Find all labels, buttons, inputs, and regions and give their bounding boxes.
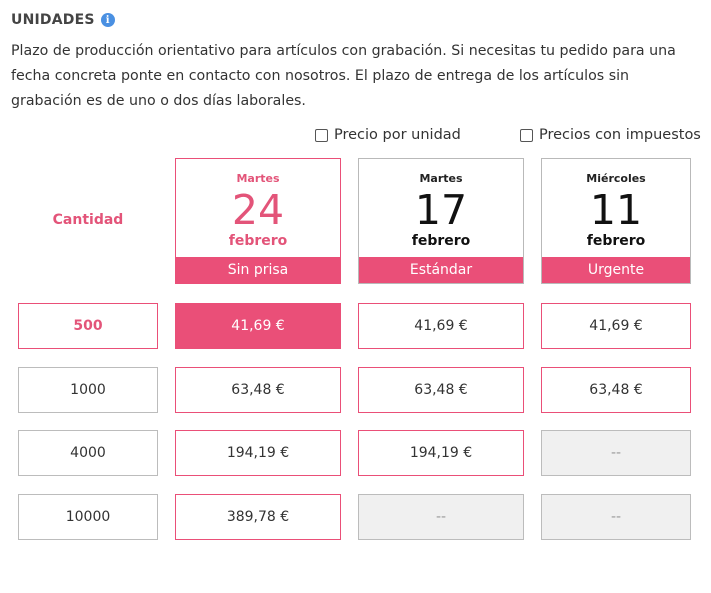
section-title: UNIDADES [11, 12, 95, 28]
price-cell[interactable]: 41,69 € [175, 303, 341, 349]
quantity-column-header: Cantidad [52, 212, 124, 228]
delivery-weekday: Martes [419, 172, 463, 185]
delivery-weekday: Miércoles [586, 172, 646, 185]
price-cell-unavailable: -- [358, 494, 524, 540]
delivery-weekday: Martes [236, 172, 280, 185]
quantity-option-500[interactable]: 500 [18, 303, 158, 349]
quantity-option-1000[interactable]: 1000 [18, 367, 158, 413]
delivery-option-urgente[interactable]: Miércoles 11 febrero Urgente [541, 158, 691, 284]
checkbox-box[interactable] [315, 128, 328, 142]
quantity-option-10000[interactable]: 10000 [18, 494, 158, 540]
delivery-speed-label: Estándar [359, 257, 523, 283]
price-cell[interactable]: 63,48 € [175, 367, 341, 413]
delivery-speed-label: Urgente [542, 257, 690, 283]
checkbox-box[interactable] [520, 128, 533, 142]
section-header: UNIDADES i [11, 12, 115, 28]
price-cell[interactable]: 41,69 € [358, 303, 524, 349]
price-cell-unavailable: -- [541, 430, 691, 476]
quantity-option-4000[interactable]: 4000 [18, 430, 158, 476]
delivery-month: febrero [411, 233, 471, 249]
delivery-day-number: 24 [231, 186, 285, 234]
price-cell[interactable]: 194,19 € [358, 430, 524, 476]
delivery-month: febrero [228, 233, 288, 249]
delivery-option-estandar[interactable]: Martes 17 febrero Estándar [358, 158, 524, 284]
info-icon[interactable]: i [100, 13, 115, 27]
delivery-option-sin-prisa[interactable]: Martes 24 febrero Sin prisa [175, 158, 341, 284]
price-cell[interactable]: 63,48 € [541, 367, 691, 413]
price-cell[interactable]: 41,69 € [541, 303, 691, 349]
delivery-day-number: 11 [589, 186, 643, 234]
prices-with-tax-label: Precios con impuestos [539, 127, 701, 143]
price-cell-unavailable: -- [541, 494, 691, 540]
price-cell[interactable]: 389,78 € [175, 494, 341, 540]
delivery-month: febrero [586, 233, 646, 249]
price-per-unit-checkbox[interactable]: Precio por unidad [315, 127, 461, 143]
price-per-unit-label: Precio por unidad [334, 127, 461, 143]
production-description: Plazo de producción orientativo para art… [11, 43, 676, 109]
price-cell[interactable]: 63,48 € [358, 367, 524, 413]
delivery-speed-label: Sin prisa [176, 257, 340, 283]
delivery-day-number: 17 [414, 186, 468, 234]
price-cell[interactable]: 194,19 € [175, 430, 341, 476]
prices-with-tax-checkbox[interactable]: Precios con impuestos [520, 127, 701, 143]
